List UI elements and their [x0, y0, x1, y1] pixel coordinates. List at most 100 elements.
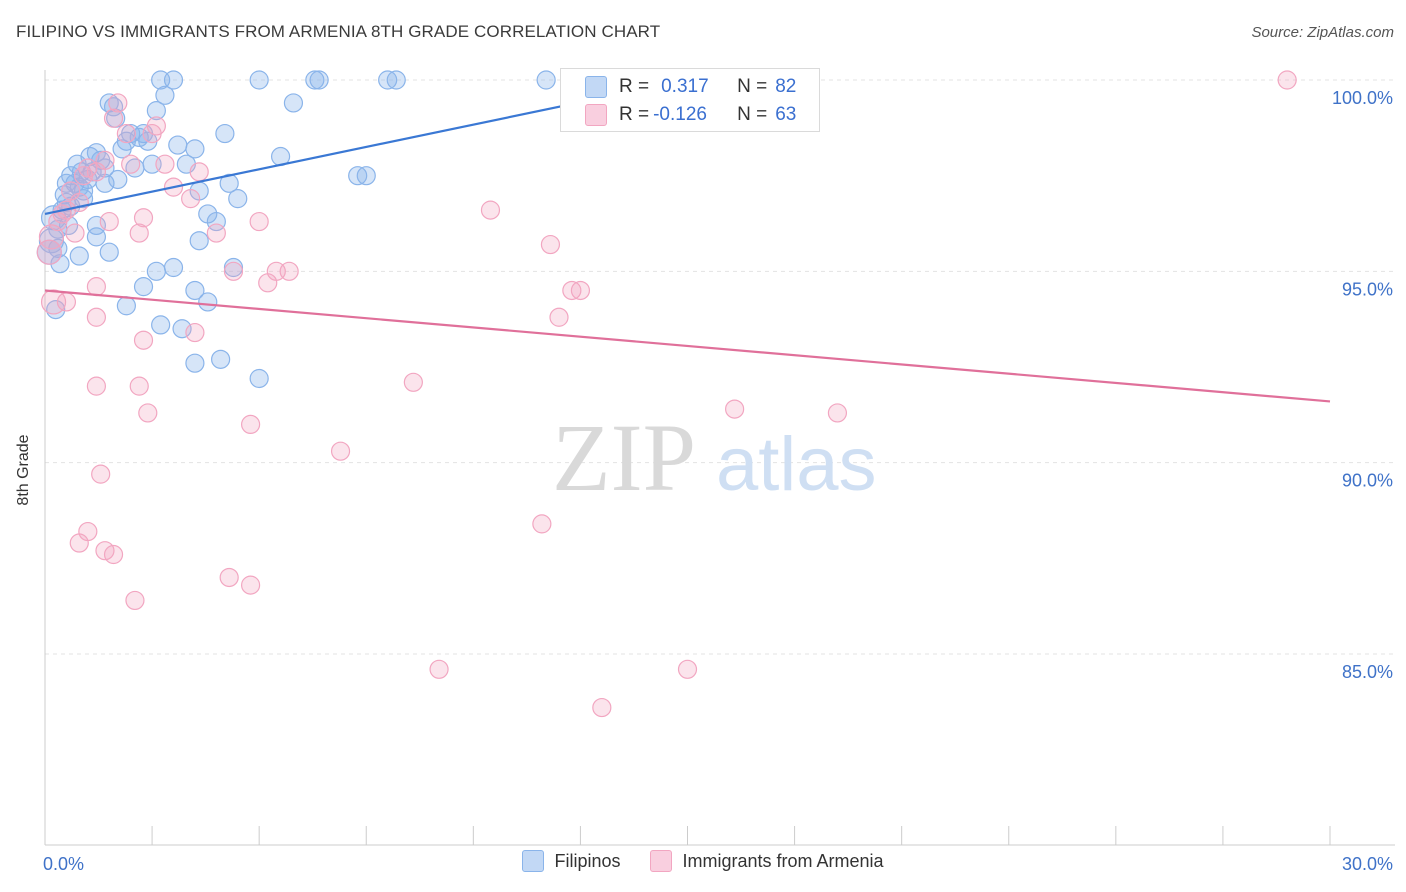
watermark: ZIP atlas	[552, 404, 877, 511]
point-armenia	[125, 590, 145, 611]
point-armenia	[241, 414, 261, 434]
stats-n-value: 63	[775, 104, 797, 125]
point-armenia	[99, 211, 119, 232]
legend-swatch-filipinos	[522, 850, 545, 872]
y-tick-label: 85.0%	[1342, 662, 1393, 682]
point-armenia	[69, 533, 89, 553]
point-armenia	[219, 567, 239, 588]
point-filipinos	[228, 189, 248, 209]
point-armenia	[570, 280, 591, 301]
point-filipinos	[133, 277, 154, 297]
gridlines	[45, 79, 1395, 655]
stats-r-value: 0.317	[661, 76, 709, 97]
point-filipinos	[536, 70, 556, 90]
point-filipinos	[163, 70, 184, 90]
watermark-atlas: atlas	[716, 422, 877, 507]
point-armenia	[429, 659, 449, 679]
point-armenia	[129, 376, 149, 396]
axes	[44, 70, 1395, 846]
point-armenia	[138, 403, 158, 423]
point-filipinos	[58, 215, 79, 236]
point-armenia	[827, 403, 848, 423]
point-filipinos	[356, 166, 376, 186]
trend-line-armenia	[44, 289, 1331, 403]
point-filipinos	[108, 169, 128, 190]
legend-item-armenia: Immigrants from Armenia	[650, 850, 884, 872]
point-filipinos	[86, 215, 107, 236]
point-filipinos	[99, 242, 119, 262]
data-points	[36, 70, 1297, 718]
point-armenia	[330, 441, 351, 461]
legend-item-filipinos: Filipinos	[522, 850, 620, 872]
point-armenia	[1277, 70, 1297, 90]
legend-label: Immigrants from Armenia	[682, 850, 884, 871]
chart-title: FILIPINO VS IMMIGRANTS FROM ARMENIA 8TH …	[16, 22, 661, 41]
y-tick-label: 100.0%	[1332, 88, 1393, 108]
point-filipinos	[172, 319, 192, 339]
point-armenia	[56, 292, 77, 312]
stats-r-label: R =	[619, 76, 650, 97]
point-filipinos	[86, 227, 107, 247]
point-armenia	[480, 200, 501, 220]
point-filipinos	[155, 85, 175, 105]
point-armenia	[116, 123, 136, 144]
point-filipinos	[283, 93, 304, 113]
stats-n-value: 82	[775, 76, 797, 97]
point-armenia	[249, 211, 269, 232]
stats-n-label: N =	[737, 104, 768, 125]
point-armenia	[549, 307, 569, 327]
point-armenia	[181, 189, 201, 209]
point-filipinos	[305, 70, 325, 90]
point-filipinos	[163, 257, 184, 278]
y-tick-label: 95.0%	[1342, 279, 1393, 299]
point-filipinos	[146, 101, 166, 121]
point-filipinos	[386, 70, 406, 90]
stats-row-armenia: R = -0.126 N = 63	[585, 101, 796, 129]
point-filipinos	[219, 173, 239, 193]
point-filipinos	[198, 292, 218, 312]
point-filipinos	[151, 315, 171, 335]
point-armenia	[677, 659, 698, 679]
point-armenia	[185, 322, 205, 343]
point-armenia	[532, 514, 552, 534]
stats-swatch-armenia	[585, 104, 607, 126]
watermark-zip: ZIP	[552, 404, 696, 511]
stats-row-filipinos: R = 0.317 N = 82	[585, 73, 796, 101]
point-armenia	[121, 154, 141, 174]
point-armenia	[241, 575, 261, 595]
point-filipinos	[185, 139, 205, 159]
stats-n-label: N =	[737, 76, 768, 97]
point-armenia	[540, 234, 561, 255]
point-armenia	[592, 697, 612, 718]
x-tick-label: 30.0%	[1342, 854, 1393, 874]
point-armenia	[103, 108, 124, 128]
point-filipinos	[249, 368, 269, 389]
legend: Filipinos Immigrants from Armenia	[0, 850, 1406, 872]
point-armenia	[189, 162, 209, 182]
tick-labels: 85.0% 90.0% 95.0% 100.0% 0.0% 30.0%	[43, 88, 1393, 874]
legend-label: Filipinos	[554, 850, 621, 871]
point-armenia	[279, 261, 299, 281]
stats-r-value: -0.126	[653, 104, 707, 125]
point-filipinos	[215, 123, 235, 144]
point-filipinos	[116, 296, 136, 316]
point-armenia	[103, 544, 124, 565]
point-armenia	[91, 464, 111, 484]
point-armenia	[206, 223, 226, 243]
point-armenia	[725, 399, 745, 419]
stats-box: R = 0.317 N = 82 R = -0.126 N = 63	[560, 68, 820, 132]
point-armenia	[146, 116, 166, 136]
point-filipinos	[211, 349, 231, 369]
point-filipinos	[309, 70, 329, 90]
point-armenia	[86, 307, 107, 327]
point-filipinos	[249, 70, 269, 90]
point-filipinos	[189, 231, 209, 251]
stats-swatch-filipinos	[585, 76, 607, 98]
point-armenia	[223, 261, 244, 281]
point-filipinos	[146, 261, 166, 281]
point-filipinos	[168, 135, 188, 155]
y-axis-label: 8th Grade	[15, 434, 32, 506]
x-tick-label: 0.0%	[43, 854, 84, 874]
point-armenia	[108, 93, 128, 113]
